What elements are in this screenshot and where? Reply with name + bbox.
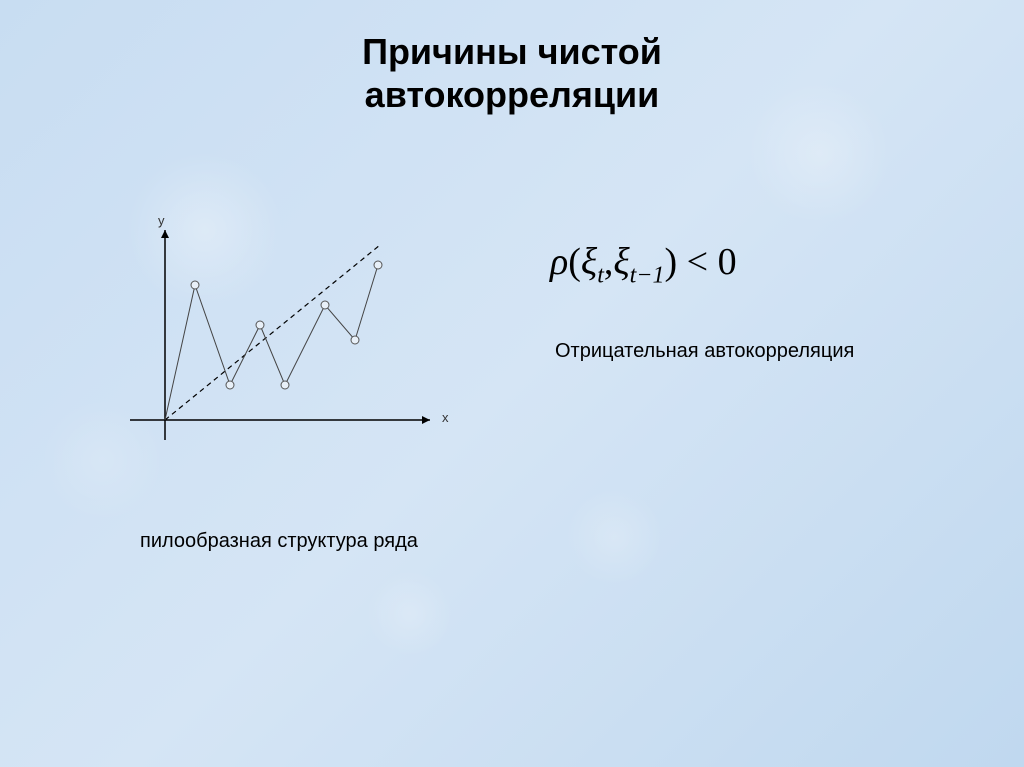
title-line2: автокорреляции xyxy=(0,73,1024,116)
slide-title: Причины чистой автокорреляции xyxy=(0,0,1024,116)
formula-rho: ρ xyxy=(550,241,568,283)
autocorrelation-chart: y x xyxy=(110,210,460,460)
formula-xi1: ξ xyxy=(581,241,597,283)
formula-zero: 0 xyxy=(718,241,737,283)
chart-caption: пилообразная структура ряда xyxy=(140,530,418,553)
formula-open: ( xyxy=(568,241,581,283)
formula-xi2: ξ xyxy=(613,241,629,283)
y-axis-label: y xyxy=(158,213,165,228)
x-axis-label: x xyxy=(442,410,449,425)
formula-sub1: t xyxy=(597,263,604,289)
formula-sub2: t−1 xyxy=(630,263,665,289)
chart-svg xyxy=(110,210,460,460)
description-text: Отрицательная автокорреляция xyxy=(555,340,854,363)
formula-op: < xyxy=(677,241,717,283)
formula: ρ(ξt,ξt−1) < 0 xyxy=(550,240,737,290)
formula-close: ) xyxy=(665,241,678,283)
formula-comma: , xyxy=(604,241,614,283)
title-line1: Причины чистой xyxy=(0,30,1024,73)
